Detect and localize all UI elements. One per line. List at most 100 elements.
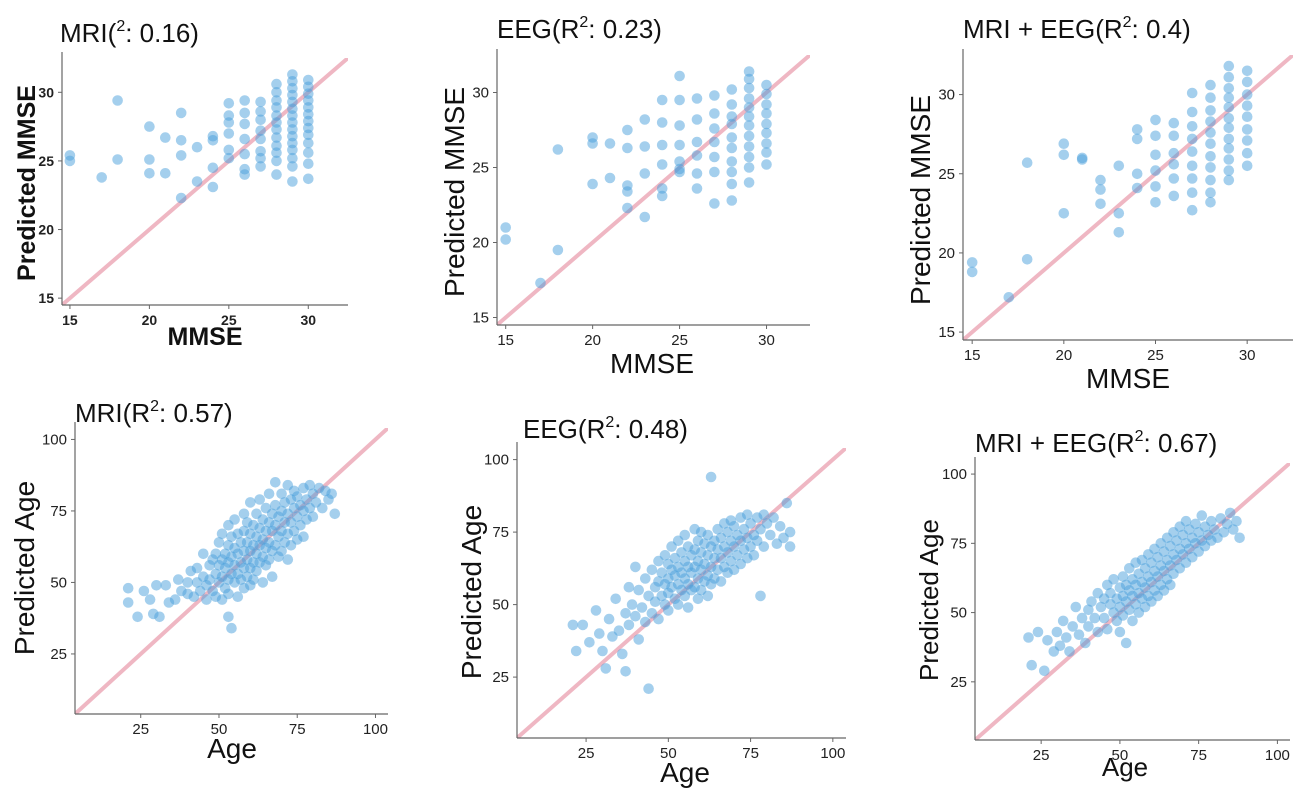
data-point [604,172,616,184]
data-point [1067,621,1078,632]
data-point [1058,138,1070,149]
data-point [1086,596,1097,607]
data-point [239,95,250,106]
data-point [743,151,755,163]
data-point [1150,197,1161,208]
data-point [633,584,644,596]
y-axis-label: Predicted MMSE [439,87,470,297]
data-point [223,98,235,109]
y-tick-label: 15 [38,290,54,306]
scatter-panel-1: 15 20 25 30 15 20 25 30 MRI(2: 0.16) MMSE Predicte… [13,18,348,351]
data-point [1131,133,1143,145]
data-point [1223,143,1235,154]
data-point [1186,187,1198,198]
data-point [1165,579,1176,591]
data-point [500,222,512,233]
data-point [1003,292,1015,303]
data-point [1023,632,1034,643]
data-point [303,158,314,169]
data-point [255,161,266,172]
data-point [154,611,165,623]
data-point [216,528,228,540]
data-point [263,488,275,500]
data-point [151,580,162,591]
data-point [1223,133,1235,145]
data-point [1223,60,1235,72]
data-point [64,150,76,161]
data-point [144,594,156,605]
x-tick-label: 100 [363,721,388,738]
data-point [138,585,150,597]
data-point [552,244,564,256]
data-point [570,645,582,657]
data-point [726,111,738,122]
data-point [674,120,685,131]
data-point [1131,124,1143,135]
data-point [1223,83,1235,94]
data-point [1021,157,1033,168]
y-tick-label: 25 [938,166,955,183]
data-point [1150,181,1161,192]
data-point [287,161,298,172]
x-axis-label: Age [207,733,257,764]
data-point [255,125,266,136]
data-point [761,88,772,100]
data-point [1241,135,1253,146]
data-point [1058,208,1070,219]
data-point [1205,197,1216,208]
data-point [298,531,309,542]
data-point [175,135,187,146]
x-tick-label: 20 [584,332,601,349]
data-point [726,166,738,178]
data-point [748,550,760,561]
data-point [207,162,219,174]
data-point [112,95,123,106]
data-point [223,117,235,128]
data-point [653,613,664,625]
data-point [743,177,755,188]
data-point [1108,574,1119,585]
y-tick-label: 25 [472,160,489,177]
data-point [255,114,266,126]
data-point [239,169,250,180]
data-point [781,497,793,509]
y-tick-label: 30 [472,85,489,102]
data-point [1241,111,1253,122]
data-point [1223,92,1235,103]
data-point [1057,615,1069,627]
panel-title: MRI(2: 0.16) [60,18,199,48]
data-point [255,106,266,117]
data-point [743,93,755,104]
data-point [1168,147,1180,159]
data-point [1083,604,1094,616]
data-point [1039,665,1050,677]
y-tick-label: 50 [950,605,967,622]
data-point [691,114,703,125]
data-point [1168,117,1180,129]
data-point [600,663,612,674]
data-point [1241,160,1253,172]
data-point [709,166,720,178]
data-point [1241,147,1253,159]
data-point [761,138,772,149]
data-point [254,494,265,505]
y-tick-label: 25 [38,153,54,169]
data-point [743,102,755,113]
data-point [326,488,338,500]
x-axis-label: Age [1102,752,1148,782]
data-point [1150,165,1161,176]
data-point [1186,173,1198,184]
data-point [287,144,298,156]
data-point [257,577,269,588]
data-point [715,576,727,587]
data-point [266,571,278,582]
data-point [1032,626,1044,638]
data-point [726,84,738,95]
scatter-panel-4: 25 50 75 100 25 50 75 100 MRI(R2: 0.57) Age Predic… [9,398,388,764]
data-point [1092,626,1104,638]
data-point [743,120,755,131]
y-tick-label: 25 [950,674,967,691]
x-tick-label: 30 [1239,347,1256,364]
data-point [1209,524,1220,535]
